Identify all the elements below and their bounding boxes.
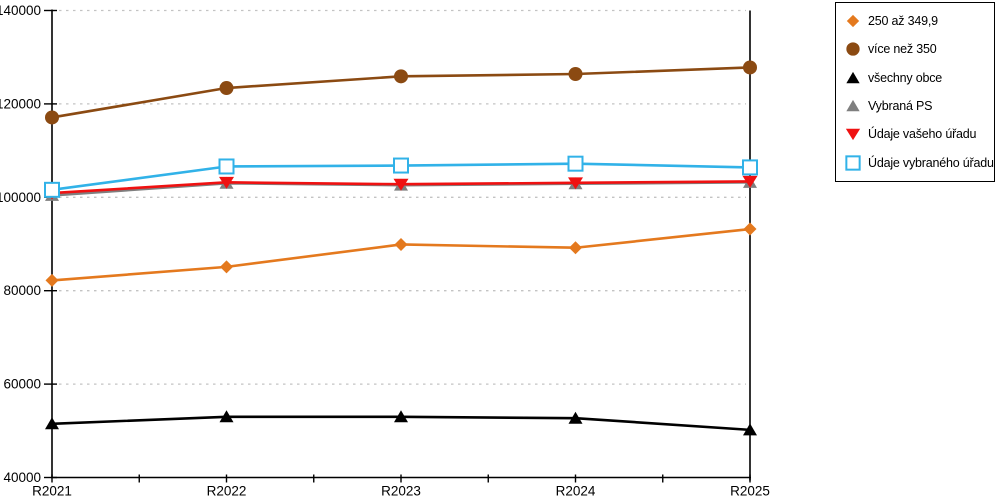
y-tick-label: 120000 [0, 96, 41, 111]
series-marker-4 [568, 177, 583, 190]
series-marker-0 [569, 241, 582, 255]
diamond-icon [846, 14, 860, 28]
triangle-down-icon [845, 129, 861, 141]
legend-label: Údaje vašeho úřadu [868, 127, 977, 142]
y-tick-label: 100000 [0, 190, 41, 205]
series-marker-5 [218, 158, 235, 175]
series-marker-2 [45, 417, 59, 430]
series-line-0 [50, 227, 752, 282]
series-marker-2 [394, 410, 408, 423]
series-marker-2 [568, 411, 583, 424]
series-marker-1 [743, 60, 757, 75]
legend-label: všechny obce [868, 70, 943, 85]
legend-item-1: více než 350 [845, 41, 994, 57]
series-marker-0 [45, 273, 59, 287]
series-marker-4 [742, 175, 758, 188]
legend-label: 250 až 349,9 [868, 14, 938, 29]
y-tick-label: 80000 [3, 283, 41, 298]
series-marker-1 [45, 110, 59, 125]
x-tick-label: R2023 [381, 484, 421, 499]
series-marker-0 [743, 222, 757, 236]
circle-icon [846, 42, 860, 57]
legend-item-5: Údaje vybraného úřadu [845, 155, 994, 171]
legend-label: Vybraná PS [868, 99, 933, 114]
series-marker-5 [567, 155, 584, 172]
series-marker-5 [44, 181, 60, 198]
legend-item-4: Údaje vašeho úřadu [845, 126, 994, 142]
series-marker-2 [219, 410, 234, 423]
series-marker-2 [743, 423, 757, 436]
x-tick-label: R2025 [730, 484, 770, 499]
legend-label: Údaje vybraného úřadu [868, 155, 994, 170]
triangle-up-icon [846, 99, 860, 112]
chart-legend: 250 až 349,9 více než 350 všechny obce Vybr… [835, 2, 995, 182]
x-tick-label: R2024 [556, 484, 596, 499]
series-marker-1 [219, 81, 234, 96]
y-tick-label: 40000 [3, 470, 41, 485]
x-tick-label: R2022 [207, 484, 247, 499]
triangle-up-icon [846, 71, 860, 84]
series-marker-1 [568, 67, 583, 82]
series-marker-4 [393, 178, 409, 191]
series-marker-5 [393, 157, 409, 174]
legend-item-2: všechny obce [845, 70, 994, 86]
y-tick-label: 60000 [3, 377, 41, 392]
legend-item-3: Vybraná PS [845, 98, 994, 114]
legend-label: více než 350 [868, 42, 937, 57]
legend-item-0: 250 až 349,9 [845, 13, 994, 29]
series-marker-0 [220, 260, 233, 274]
series-marker-1 [394, 69, 408, 84]
series-marker-0 [394, 237, 408, 251]
series-marker-4 [219, 176, 234, 189]
x-tick-label: R2021 [32, 484, 72, 499]
square-open-icon [845, 155, 861, 171]
series-marker-5 [742, 159, 758, 176]
y-tick-label: 140000 [0, 3, 41, 18]
